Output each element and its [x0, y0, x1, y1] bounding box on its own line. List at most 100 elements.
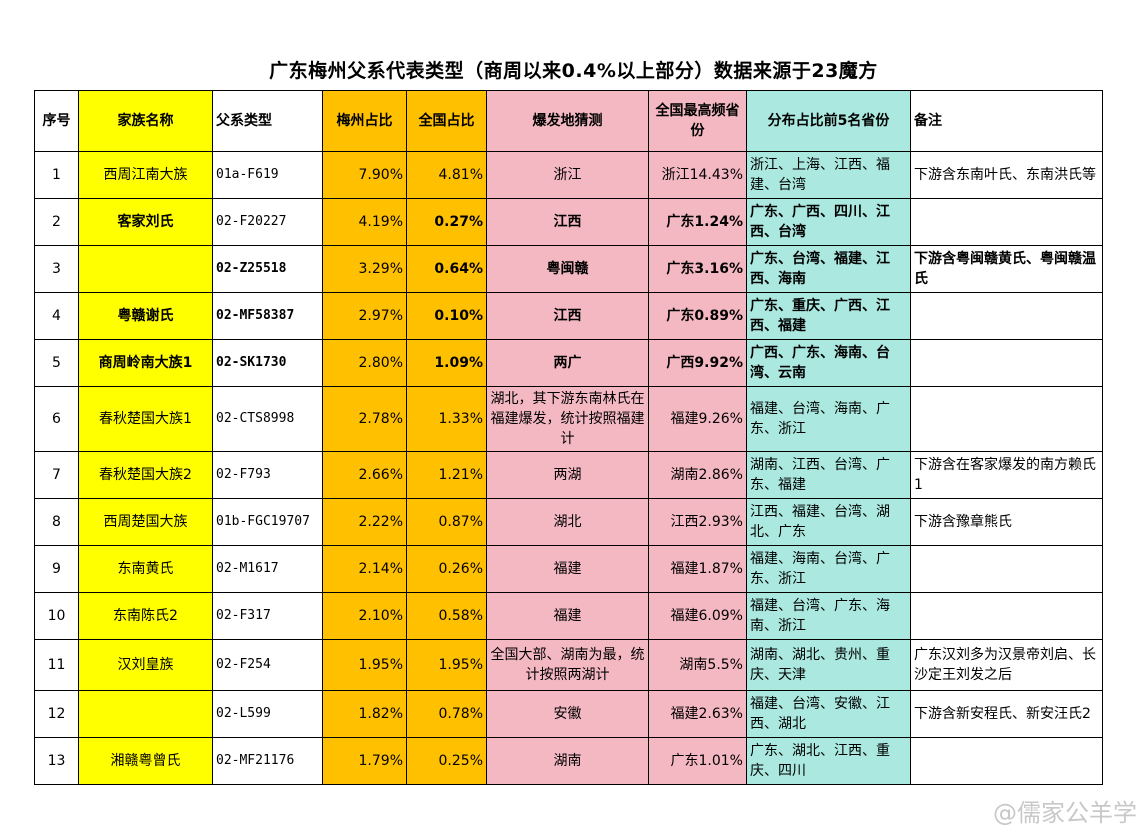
cell-idx: 10 — [34, 592, 79, 640]
cell-top-province: 江西2.93% — [648, 498, 747, 546]
cell-origin: 湖北，其下游东南林氏在福建爆发，统计按照福建计 — [486, 386, 649, 452]
cell-top-province: 福建1.87% — [648, 545, 747, 593]
cell-name: 西周楚国大族 — [78, 498, 213, 546]
cell-top5: 湖南、江西、台湾、广东、福建 — [746, 451, 911, 499]
cell-name: 春秋楚国大族2 — [78, 451, 213, 499]
cell-top-province: 浙江14.43% — [648, 151, 747, 199]
cell-top5: 浙江、上海、江西、福建、台湾 — [746, 151, 911, 199]
cell-type: 02-SK1730 — [212, 339, 323, 387]
cell-note: 广东汉刘多为汉景帝刘启、长沙定王刘发之后 — [910, 639, 1103, 691]
cell-note — [910, 292, 1103, 340]
cell-note — [910, 198, 1103, 246]
cell-note: 下游含东南叶氏、东南洪氏等 — [910, 151, 1103, 199]
cell-national: 0.78% — [406, 690, 487, 738]
header-type: 父系类型 — [212, 90, 323, 152]
cell-top5: 湖南、湖北、贵州、重庆、天津 — [746, 639, 911, 691]
cell-type: 01b-FGC19707 — [212, 498, 323, 546]
data-table: 序号 家族名称 父系类型 梅州占比 全国占比 爆发地猜测 全国最高频省份 分布占… — [34, 90, 1103, 785]
header-name: 家族名称 — [78, 90, 213, 152]
table-row: 11 汉刘皇族 02-F254 1.95% 1.95% 全国大部、湖南为最，统计按照两湖计… — [34, 639, 1103, 691]
cell-national: 4.81% — [406, 151, 487, 199]
cell-name: 东南黄氏 — [78, 545, 213, 593]
cell-idx: 13 — [34, 737, 79, 785]
cell-origin: 湖北 — [486, 498, 649, 546]
watermark: @儒家公羊学 — [993, 799, 1137, 827]
cell-origin: 江西 — [486, 292, 649, 340]
header-row: 序号 家族名称 父系类型 梅州占比 全国占比 爆发地猜测 全国最高频省份 分布占… — [34, 90, 1103, 152]
cell-name: 客家刘氏 — [78, 198, 213, 246]
cell-meizhou: 1.82% — [322, 690, 407, 738]
cell-meizhou: 2.80% — [322, 339, 407, 387]
cell-name: 春秋楚国大族1 — [78, 386, 213, 452]
cell-origin: 安徽 — [486, 690, 649, 738]
cell-type: 02-F793 — [212, 451, 323, 499]
table-row: 3 02-Z25518 3.29% 0.64% 粤闽赣 广东3.16% 广东、台湾、福建、江… — [34, 245, 1103, 293]
cell-meizhou: 2.97% — [322, 292, 407, 340]
cell-top5: 广东、湖北、江西、重庆、四川 — [746, 737, 911, 785]
cell-idx: 5 — [34, 339, 79, 387]
cell-type: 02-Z25518 — [212, 245, 323, 293]
cell-idx: 12 — [34, 690, 79, 738]
cell-idx: 3 — [34, 245, 79, 293]
cell-origin: 粤闽赣 — [486, 245, 649, 293]
cell-meizhou: 4.19% — [322, 198, 407, 246]
cell-meizhou: 2.22% — [322, 498, 407, 546]
cell-type: 01a-F619 — [212, 151, 323, 199]
cell-idx: 7 — [34, 451, 79, 499]
cell-type: 02-F254 — [212, 639, 323, 691]
cell-name — [78, 690, 213, 738]
cell-note — [910, 545, 1103, 593]
cell-top-province: 广东1.01% — [648, 737, 747, 785]
cell-top-province: 广西9.92% — [648, 339, 747, 387]
cell-top-province: 湖南2.86% — [648, 451, 747, 499]
cell-meizhou: 2.78% — [322, 386, 407, 452]
cell-origin: 两广 — [486, 339, 649, 387]
table-row: 5 商周岭南大族1 02-SK1730 2.80% 1.09% 两广 广西9.92% 广西、广… — [34, 339, 1103, 387]
header-idx: 序号 — [34, 90, 79, 152]
table-row: 4 粤赣谢氏 02-MF58387 2.97% 0.10% 江西 广东0.89% 广东、重庆、… — [34, 292, 1103, 340]
cell-top5: 福建、台湾、海南、广东、浙江 — [746, 386, 911, 452]
cell-top-province: 福建2.63% — [648, 690, 747, 738]
cell-idx: 8 — [34, 498, 79, 546]
cell-origin: 全国大部、湖南为最，统计按照两湖计 — [486, 639, 649, 691]
cell-meizhou: 7.90% — [322, 151, 407, 199]
cell-origin: 浙江 — [486, 151, 649, 199]
cell-meizhou: 2.66% — [322, 451, 407, 499]
cell-origin: 江西 — [486, 198, 649, 246]
table-row: 8 西周楚国大族 01b-FGC19707 2.22% 0.87% 湖北 江西2.93% 江西… — [34, 498, 1103, 546]
cell-note — [910, 737, 1103, 785]
cell-national: 1.95% — [406, 639, 487, 691]
table-row: 12 02-L599 1.82% 0.78% 安徽 福建2.63% 福建、台湾、安徽、江西、… — [34, 690, 1103, 738]
cell-meizhou: 3.29% — [322, 245, 407, 293]
cell-origin: 两湖 — [486, 451, 649, 499]
cell-top-province: 广东3.16% — [648, 245, 747, 293]
cell-origin: 福建 — [486, 592, 649, 640]
header-national: 全国占比 — [406, 90, 487, 152]
header-note: 备注 — [910, 90, 1103, 152]
cell-type: 02-CTS8998 — [212, 386, 323, 452]
cell-national: 0.64% — [406, 245, 487, 293]
cell-name: 西周江南大族 — [78, 151, 213, 199]
cell-top-province: 福建9.26% — [648, 386, 747, 452]
cell-origin: 湖南 — [486, 737, 649, 785]
cell-note: 下游含粤闽赣黄氏、粤闽赣温氏 — [910, 245, 1103, 293]
cell-top5: 福建、台湾、安徽、江西、湖北 — [746, 690, 911, 738]
cell-note — [910, 592, 1103, 640]
cell-type: 02-L599 — [212, 690, 323, 738]
cell-top5: 福建、台湾、广东、海南、浙江 — [746, 592, 911, 640]
cell-note: 下游含新安程氏、新安汪氏2 — [910, 690, 1103, 738]
cell-top-province: 广东1.24% — [648, 198, 747, 246]
cell-idx: 6 — [34, 386, 79, 452]
cell-top5: 福建、海南、台湾、广东、浙江 — [746, 545, 911, 593]
cell-meizhou: 2.10% — [322, 592, 407, 640]
header-origin: 爆发地猜测 — [486, 90, 649, 152]
cell-type: 02-M1617 — [212, 545, 323, 593]
cell-national: 0.58% — [406, 592, 487, 640]
page-title: 广东梅州父系代表类型（商周以来0.4%以上部分）数据来源于23魔方 — [269, 60, 878, 82]
cell-national: 0.26% — [406, 545, 487, 593]
cell-type: 02-F317 — [212, 592, 323, 640]
cell-idx: 9 — [34, 545, 79, 593]
cell-top5: 广西、广东、海南、台湾、云南 — [746, 339, 911, 387]
cell-idx: 4 — [34, 292, 79, 340]
cell-name: 粤赣谢氏 — [78, 292, 213, 340]
